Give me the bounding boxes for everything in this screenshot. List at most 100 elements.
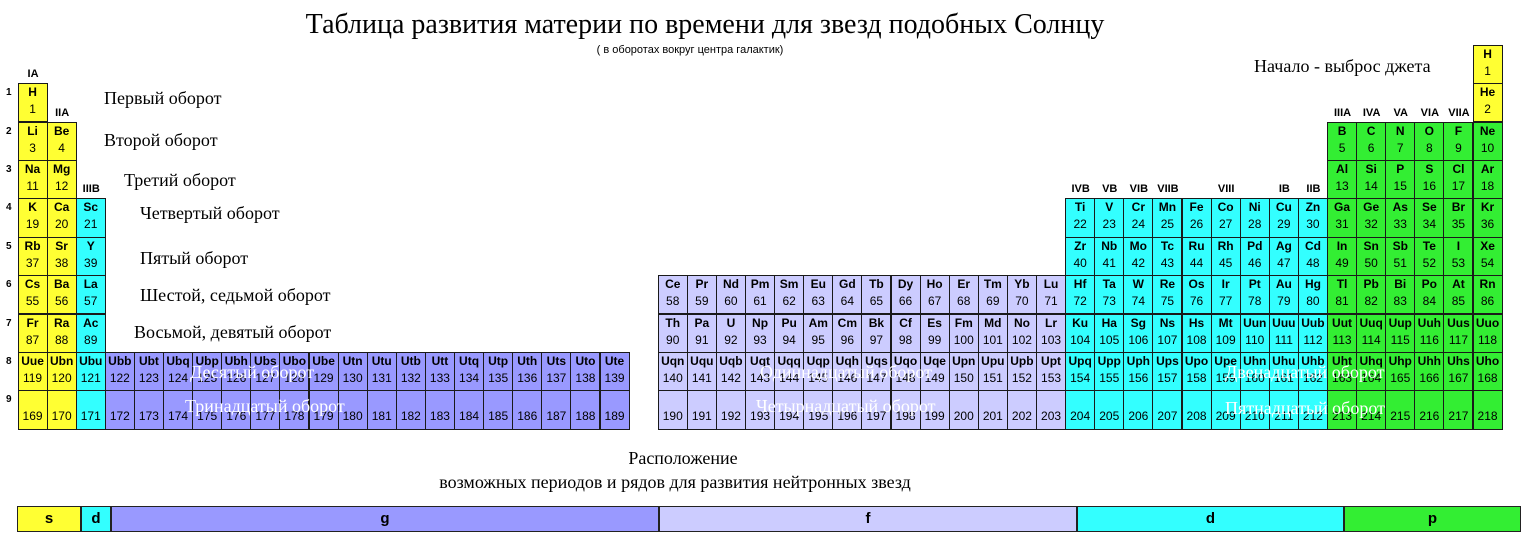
element-symbol: Rn: [1479, 277, 1496, 292]
element-cell: Uht 163: [1327, 351, 1358, 392]
revolution-label: Четвертый оборот: [136, 203, 284, 224]
element-number: 172: [109, 409, 130, 424]
element-symbol: Uun: [1243, 315, 1267, 330]
element-number: 47: [1277, 255, 1291, 270]
element-cell: Po 84: [1414, 275, 1445, 315]
element-symbol: Lr: [1045, 315, 1058, 330]
element-symbol: Utu: [371, 353, 392, 368]
group-label: VIA: [1420, 106, 1440, 119]
element-number: 138: [575, 370, 596, 385]
element-cell: Yb 70: [1006, 275, 1037, 315]
element-cell: Uqb 142: [715, 351, 746, 392]
element-symbol: Bi: [1394, 277, 1407, 292]
element-number: 90: [666, 332, 680, 347]
element-cell: 169: [17, 390, 48, 430]
element-number: 135: [488, 370, 509, 385]
element-number: 61: [753, 294, 767, 309]
element-cell: 175: [192, 390, 223, 430]
element-cell: Au 79: [1268, 275, 1299, 315]
element-number: 58: [666, 294, 680, 309]
element-symbol: Co: [1217, 200, 1234, 215]
element-number: 199: [924, 409, 945, 424]
element-number: 131: [371, 370, 392, 385]
element-cell: Sb 51: [1385, 236, 1416, 277]
page-subtitle: ( в оборотах вокруг центра галактик): [596, 44, 784, 56]
element-number: 48: [1306, 255, 1320, 270]
element-number: 15: [1393, 178, 1407, 193]
element-symbol: Si: [1365, 161, 1377, 176]
element-number: 177: [255, 409, 276, 424]
element-number: 164: [1361, 370, 1382, 385]
element-number: 49: [1335, 255, 1349, 270]
element-cell: 217: [1443, 390, 1474, 430]
element-number: 145: [808, 370, 829, 385]
element-symbol: Ne: [1479, 123, 1496, 138]
element-number: 107: [1157, 332, 1178, 347]
element-cell: 173: [133, 390, 164, 430]
element-cell: Upp 155: [1094, 351, 1125, 392]
element-cell: Pa 91: [686, 313, 717, 353]
element-number: 57: [84, 294, 98, 309]
element-number: 130: [342, 370, 363, 385]
element-symbol: Y: [86, 238, 95, 253]
element-cell: Ku 104: [1065, 313, 1096, 353]
element-symbol: Mn: [1158, 200, 1177, 215]
element-number: 1: [1484, 63, 1491, 78]
element-symbol: Uus: [1447, 315, 1470, 330]
element-symbol: Utq: [459, 353, 480, 368]
element-number: 139: [604, 370, 625, 385]
element-number: 149: [924, 370, 945, 385]
group-label: IVA: [1362, 106, 1381, 119]
element-cell: Md 101: [977, 313, 1008, 353]
element-number: 31: [1335, 217, 1349, 232]
element-cell: Cr 24: [1123, 198, 1154, 238]
group-label: VIB: [1129, 183, 1149, 196]
element-cell: Upb 152: [1006, 351, 1037, 392]
element-symbol: Am: [808, 315, 828, 330]
element-number: 29: [1277, 217, 1291, 232]
element-number: 154: [1070, 370, 1091, 385]
element-symbol: Uth: [517, 353, 538, 368]
element-cell: V 23: [1094, 198, 1125, 238]
period-number: 9: [6, 394, 12, 406]
element-cell: 186: [512, 390, 543, 430]
element-cell: Uqu 141: [686, 351, 717, 392]
element-cell: Fr 87: [17, 313, 48, 353]
element-symbol: Cf: [899, 315, 912, 330]
element-cell: Uub 112: [1297, 313, 1328, 353]
element-cell: Lr 103: [1036, 313, 1067, 353]
element-cell: Tc 43: [1152, 236, 1183, 277]
element-number: 207: [1157, 409, 1178, 424]
element-symbol: Hf: [1073, 277, 1087, 292]
element-symbol: Lu: [1043, 277, 1059, 292]
element-symbol: As: [1392, 200, 1408, 215]
element-cell: Tm 69: [977, 275, 1008, 315]
element-number: 103: [1041, 332, 1062, 347]
element-number: 68: [957, 294, 971, 309]
element-number: 26: [1189, 217, 1204, 232]
element-cell: S 16: [1414, 159, 1445, 200]
element-number: 5: [1338, 140, 1346, 155]
element-cell: Kr 36: [1472, 198, 1503, 238]
element-number: 158: [1186, 370, 1207, 385]
element-cell: Pm 61: [745, 275, 776, 315]
element-cell: 205: [1094, 390, 1125, 430]
element-cell: Zn 30: [1297, 198, 1328, 238]
element-number: 124: [168, 370, 189, 385]
element-symbol: Utp: [488, 353, 509, 368]
element-number: 129: [313, 370, 334, 385]
element-symbol: Ns: [1159, 315, 1176, 330]
element-symbol: Ra: [53, 315, 70, 330]
element-cell: Ho 67: [919, 275, 950, 315]
revolution-label: Восьмой, девятый оборот: [130, 322, 336, 343]
element-cell: Ubt 123: [133, 351, 164, 392]
element-cell: 185: [483, 390, 514, 430]
element-number: 35: [1451, 217, 1466, 232]
element-number: 9: [1455, 140, 1462, 155]
element-symbol: Uhb: [1301, 353, 1325, 368]
element-cell: Ubo 128: [279, 351, 310, 392]
element-cell: Lu 71: [1036, 275, 1067, 315]
element-number: 70: [1015, 294, 1029, 309]
element-cell: Ubh 126: [221, 351, 252, 392]
